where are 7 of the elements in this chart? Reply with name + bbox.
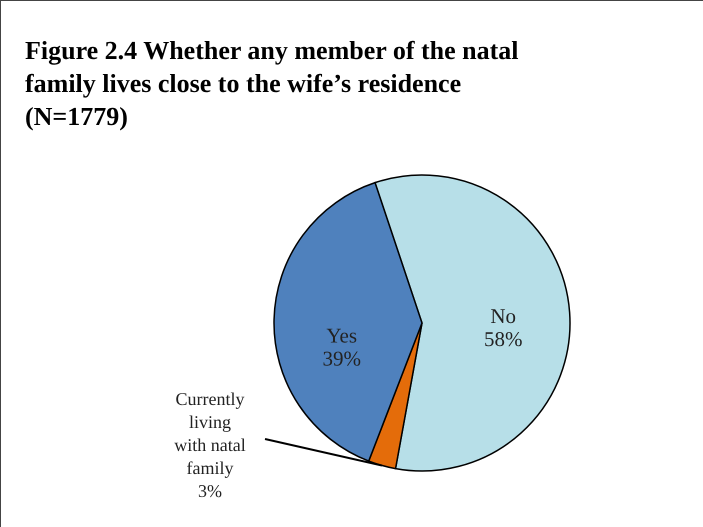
slice-label: Yes — [326, 323, 357, 348]
data-label: 58% — [484, 327, 522, 352]
slice-label: No — [490, 304, 516, 328]
data-label: 39% — [322, 346, 361, 370]
data-label: 3% — [198, 481, 222, 501]
slice-label: Currently living with natal family — [174, 389, 246, 478]
chart-title: Figure 2.4 Whether any member of the natal family lives close to the wife’s residence (N=1779) — [25, 36, 518, 131]
